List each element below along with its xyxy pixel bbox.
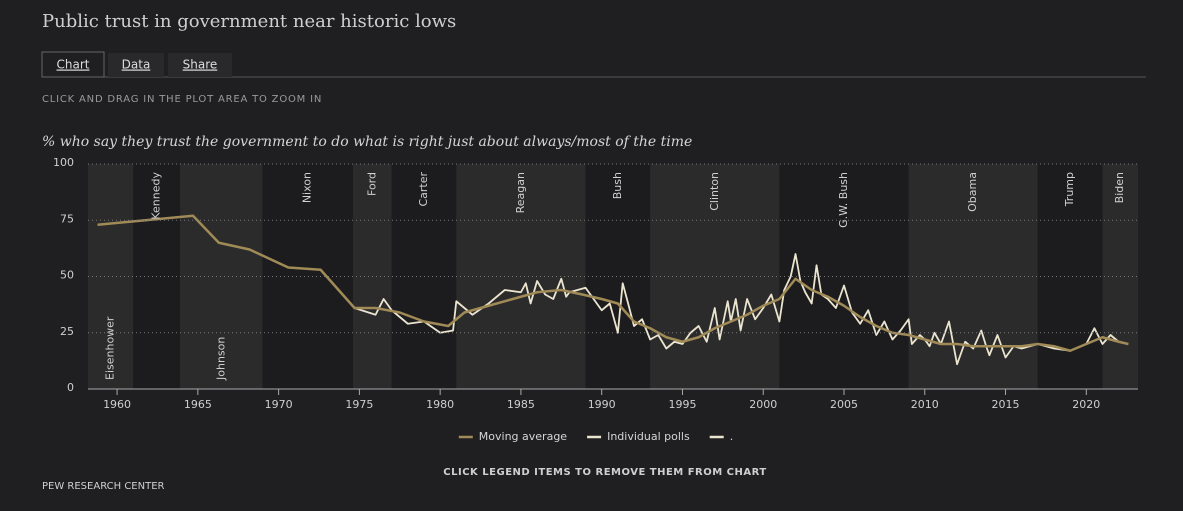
x-tick-label: 2000 — [749, 398, 777, 411]
tab[interactable]: Share — [183, 58, 218, 72]
term-band — [88, 164, 134, 389]
x-tick-label: 1990 — [588, 398, 616, 411]
legend-hint: CLICK LEGEND ITEMS TO REMOVE THEM FROM C… — [443, 467, 766, 478]
term-label: Obama — [966, 172, 979, 212]
term-label: Eisenhower — [104, 316, 117, 380]
term-label: Reagan — [514, 172, 527, 213]
x-tick-label: 1960 — [103, 398, 131, 411]
x-tick-label: 1975 — [345, 398, 373, 411]
term-label: Johnson — [214, 337, 227, 381]
x-tick-label: 1980 — [426, 398, 454, 411]
y-tick-label: 75 — [60, 212, 74, 225]
term-band — [650, 164, 780, 389]
x-tick-label: 1985 — [507, 398, 535, 411]
x-tick-label: 1965 — [184, 398, 212, 411]
term-label: Biden — [1113, 172, 1126, 203]
term-label: Clinton — [708, 172, 721, 211]
tab-active[interactable] — [41, 51, 105, 78]
y-tick-label: 25 — [60, 325, 74, 338]
instruction: CLICK AND DRAG IN THE PLOT AREA TO ZOOM … — [42, 94, 322, 105]
legend-item[interactable]: Moving average — [458, 430, 568, 443]
y-tick-label: 100 — [53, 156, 74, 169]
x-tick-label: 1970 — [265, 398, 293, 411]
legend-label: . — [730, 430, 734, 443]
tab[interactable]: Chart — [57, 58, 90, 72]
term-band — [262, 164, 353, 389]
term-label: Ford — [365, 172, 378, 196]
series-line — [97, 214, 1129, 352]
tab-bg[interactable] — [108, 53, 164, 77]
y-tick-label: 0 — [67, 381, 74, 394]
legend-label: Individual polls — [607, 430, 690, 443]
x-tick-label: 2010 — [911, 398, 939, 411]
term-label: Carter — [417, 172, 430, 207]
term-label: G.W. Bush — [837, 172, 850, 228]
term-label: Kennedy — [150, 172, 163, 220]
term-label: Bush — [611, 172, 624, 199]
legend-label: Moving average — [479, 430, 568, 443]
legend-item[interactable]: Individual polls — [587, 430, 690, 443]
x-tick-label: 1995 — [668, 398, 696, 411]
tab[interactable]: Data — [122, 58, 151, 72]
term-label: Nixon — [301, 172, 314, 203]
y-tick-label: 50 — [60, 269, 74, 282]
x-tick-label: 2015 — [992, 398, 1020, 411]
legend-item[interactable]: . — [709, 430, 734, 443]
chart-title: Public trust in government near historic… — [42, 11, 456, 32]
x-tick-label: 2005 — [830, 398, 858, 411]
tab-bg[interactable] — [168, 53, 232, 77]
x-tick-label: 2020 — [1072, 398, 1100, 411]
chart-subtitle: % who say they trust the government to d… — [42, 134, 692, 150]
source: PEW RESEARCH CENTER — [42, 481, 165, 492]
term-label: Trump — [1063, 172, 1076, 207]
